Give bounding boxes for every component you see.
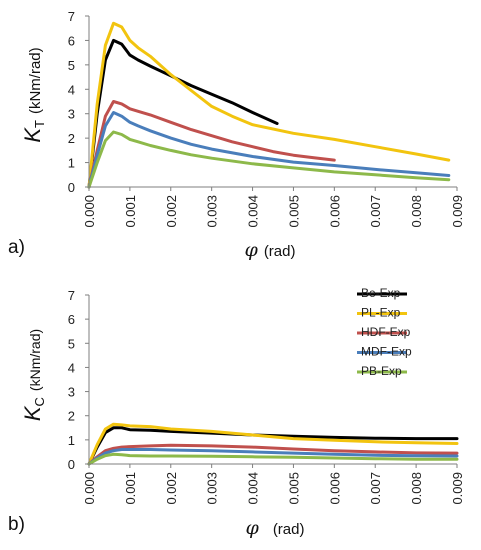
legend-label-pl-exp: PL-Exp: [361, 306, 401, 320]
x-tick-label: 0.007: [368, 472, 383, 505]
y-axis-label-a: KT (kNm/rad): [20, 47, 47, 142]
x-tick-label: 0.005: [286, 472, 301, 505]
x-tick-label: 0.003: [205, 472, 220, 505]
x-axis-symbol-b: φ: [246, 517, 260, 539]
y-tick-label: 2: [68, 131, 75, 146]
series-line-mdf-exp: [87, 448, 459, 466]
series-line-pl-exp: [87, 422, 459, 466]
x-axis-symbol-a: φ: [245, 239, 259, 261]
series-line-be-exp: [87, 38, 279, 189]
x-axis-label-a: φ (rad): [245, 239, 296, 261]
legend-label-pb-exp: PB-Exp: [361, 364, 402, 378]
x-axis-units-b: (rad): [273, 521, 305, 538]
x-tick-label: 0.009: [450, 195, 465, 228]
y-tick-label: 2: [68, 409, 75, 424]
x-tick-label: 0.004: [246, 195, 261, 228]
x-tick-label: 0.000: [82, 472, 97, 505]
legend: Be-Exp PL-Exp HDF-Exp MDF-Exp PB-Exp: [357, 286, 412, 378]
x-axis-label-b: φ (rad): [246, 517, 305, 539]
series-group-b: [87, 422, 459, 466]
y-tick-label: 1: [68, 433, 75, 448]
y-tick-label: 0: [68, 457, 75, 472]
y-axis-units-a: (kNm/rad): [27, 47, 44, 114]
series-line-hdf-exp: [87, 443, 459, 466]
y-tick-label: 1: [68, 156, 75, 171]
y-tick-label: 5: [68, 58, 75, 73]
y-axis-subscript-a: T: [32, 120, 47, 128]
x-tick-label: 0.004: [246, 472, 261, 505]
y-tick-label: 3: [68, 385, 75, 400]
x-tick-label: 0.006: [327, 195, 342, 228]
y-axis-symbol-a: K: [20, 127, 45, 143]
legend-label-hdf-exp: HDF-Exp: [361, 325, 411, 339]
y-axis-symbol-b: K: [20, 405, 45, 421]
x-axis-units-a: (rad): [264, 243, 296, 260]
y-tick-label: 6: [68, 33, 75, 48]
legend-label-be-exp: Be-Exp: [361, 286, 401, 300]
chart-panel-a: 0.000 0.001 0.002 0.003 0.004 0.005 0.006 0.007…: [8, 9, 465, 261]
series-line-be-exp: [87, 426, 459, 466]
y-ticks-a: 0 1 2 3 4 5 6 7: [68, 9, 89, 195]
y-ticks-b: 0 1 2 3 4 5 6 7: [68, 288, 89, 472]
y-tick-label: 0: [68, 180, 75, 195]
y-tick-label: 7: [68, 288, 75, 303]
series-group-a: [87, 21, 451, 189]
series-line-pb-exp: [87, 130, 451, 189]
y-tick-label: 6: [68, 312, 75, 327]
x-tick-label: 0.002: [164, 472, 179, 505]
series-line-pl-exp: [87, 21, 451, 189]
x-tick-label: 0.008: [409, 472, 424, 505]
panel-label-b: b): [8, 514, 25, 535]
x-tick-label: 0.002: [164, 195, 179, 228]
y-tick-label: 7: [68, 9, 75, 24]
x-ticks-b: 0.000 0.001 0.002 0.003 0.004 0.005 0.006 0.007…: [82, 464, 465, 505]
series-line-mdf-exp: [87, 111, 451, 189]
series-line-hdf-exp: [87, 100, 336, 189]
x-tick-label: 0.005: [286, 195, 301, 228]
chart-panel-b: 0.000 0.001 0.002 0.003 0.004 0.005 0.006 0.007…: [8, 286, 465, 539]
x-tick-label: 0.001: [123, 472, 138, 505]
y-tick-label: 3: [68, 107, 75, 122]
y-tick-label: 5: [68, 336, 75, 351]
y-tick-label: 4: [68, 360, 75, 375]
y-axis-subscript-b: C: [32, 397, 47, 406]
x-tick-label: 0.003: [205, 195, 220, 228]
y-axis-units-b: (kNm/rad): [27, 329, 43, 391]
x-ticks-a: 0.000 0.001 0.002 0.003 0.004 0.005 0.006 0.007…: [82, 187, 465, 228]
x-tick-label: 0.000: [82, 195, 97, 228]
y-tick-label: 4: [68, 82, 75, 97]
x-tick-label: 0.009: [450, 472, 465, 505]
x-tick-label: 0.007: [368, 195, 383, 228]
x-tick-label: 0.001: [123, 195, 138, 228]
x-tick-label: 0.006: [327, 472, 342, 505]
series-line-pb-exp: [87, 452, 459, 466]
panel-label-a: a): [8, 237, 25, 258]
legend-label-mdf-exp: MDF-Exp: [361, 345, 412, 359]
x-tick-label: 0.008: [409, 195, 424, 228]
y-axis-label-b: KC (kNm/rad): [20, 329, 47, 421]
